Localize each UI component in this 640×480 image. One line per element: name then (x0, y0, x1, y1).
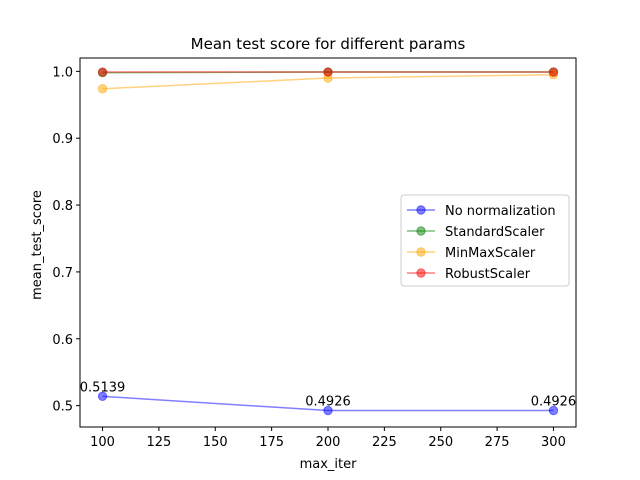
x-tick-label: 225 (372, 435, 397, 450)
data-point-no-normalization (323, 405, 333, 416)
data-point-minmaxscaler (97, 84, 108, 94)
x-tick-label: 250 (428, 435, 453, 450)
x-tick-label: 125 (146, 435, 171, 450)
data-point-no-normalization (548, 405, 559, 416)
legend-label-minmaxscaler: MinMaxScaler (445, 246, 536, 261)
data-point-robustscaler (548, 67, 559, 77)
x-tick-label: 100 (90, 435, 115, 450)
legend-label-robustscaler: RobustScaler (445, 267, 531, 282)
plot-frame (79, 57, 577, 428)
y-tick-label: 0.8 (52, 199, 73, 214)
x-tick-label: 150 (203, 435, 228, 450)
y-tick-label: 0.5 (52, 400, 73, 415)
legend-label-no-normalization: No normalization (445, 204, 556, 219)
legend: No normalization StandardScaler MinMaxScal… (400, 194, 570, 287)
legend-label-standardscaler: StandardScaler (445, 225, 545, 240)
y-tick-label: 0.9 (52, 132, 73, 147)
data-point-no-normalization (97, 391, 108, 402)
x-tick-label: 200 (316, 435, 341, 450)
data-label: 0.4926 (305, 395, 351, 410)
x-tick-label: 300 (541, 435, 566, 450)
y-axis-label: mean_test_score (30, 190, 45, 300)
x-axis: 100 125 150 175 200 225 250 275 300 (90, 427, 566, 450)
legend-marker-robustscaler (416, 268, 426, 278)
chart-title: Mean test score for different params (191, 35, 466, 53)
data-label: 0.4926 (531, 395, 577, 410)
y-axis: 0.5 0.6 0.7 0.8 0.9 1.0 (52, 65, 80, 415)
legend-marker-minmaxscaler (416, 247, 426, 257)
data-point-robustscaler (323, 67, 333, 77)
y-tick-label: 0.6 (52, 333, 73, 348)
legend-marker-no-normalization (416, 205, 426, 215)
x-tick-label: 175 (259, 435, 284, 450)
x-axis-label: max_iter (300, 457, 358, 472)
data-label: 0.5139 (80, 380, 126, 395)
legend-box (400, 194, 570, 287)
data-labels: 0.5139 0.4926 0.4926 (80, 380, 576, 409)
x-tick-label: 275 (485, 435, 510, 450)
series-layer (97, 67, 559, 416)
legend-marker-standardscaler (416, 226, 426, 236)
y-tick-label: 0.7 (52, 266, 73, 281)
y-tick-label: 1.0 (52, 65, 73, 80)
data-point-robustscaler (97, 67, 108, 77)
